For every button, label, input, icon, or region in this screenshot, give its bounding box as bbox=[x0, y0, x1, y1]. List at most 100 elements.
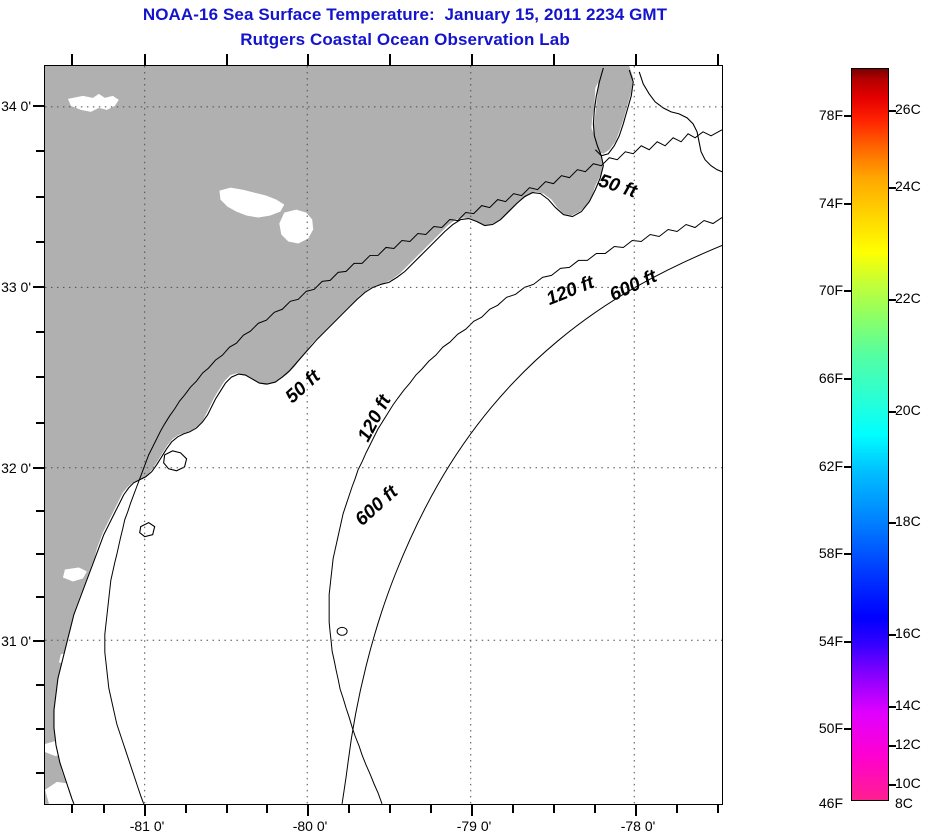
coastline-outer-banks bbox=[638, 71, 722, 173]
sst-map-panel[interactable]: 50 ft 120 ft 600 ft 50 ft 120 ft 600 ft bbox=[44, 65, 723, 805]
cb-tick-f-74 bbox=[844, 203, 851, 205]
xtick-minor-b10 bbox=[553, 805, 555, 813]
cloud-patch-lake-moultrie bbox=[279, 209, 314, 244]
cloud-patch-lake-marion bbox=[219, 187, 285, 218]
small-feature bbox=[336, 626, 348, 636]
ytick-minor-2 bbox=[36, 196, 44, 198]
cb-tick-c-10 bbox=[889, 784, 896, 786]
cloud-patch-layer bbox=[45, 93, 314, 804]
ytick-major-33 bbox=[33, 286, 44, 288]
cb-tick-f-50 bbox=[844, 728, 851, 730]
cb-tick-c-20 bbox=[889, 411, 896, 413]
xtick-major-80 bbox=[307, 805, 309, 816]
ytick-minor-11 bbox=[36, 728, 44, 730]
xtick-major-78 bbox=[635, 805, 637, 816]
contour-600ft-path bbox=[341, 245, 722, 804]
ylabel-34: 34 0' bbox=[1, 98, 31, 114]
contour-600ft bbox=[341, 245, 722, 804]
xtick-top-7 bbox=[553, 54, 555, 65]
xtick-top-3 bbox=[226, 54, 228, 65]
cb-tick-c-18 bbox=[889, 522, 896, 524]
cb-label-54F: 54F bbox=[818, 633, 843, 649]
coastline-layer bbox=[53, 67, 722, 804]
xtick-top-1 bbox=[71, 54, 73, 65]
coastline-main bbox=[53, 67, 604, 804]
coastline-inlet-2 bbox=[139, 522, 156, 538]
cb-tick-f-70 bbox=[844, 290, 851, 292]
cb-label-10C: 10C bbox=[895, 775, 921, 791]
land-polygon bbox=[45, 66, 604, 804]
xtick-minor-b13 bbox=[717, 805, 719, 813]
cb-tick-c-26 bbox=[889, 110, 896, 112]
ytick-minor-4 bbox=[36, 331, 44, 333]
cb-label-14C: 14C bbox=[895, 697, 921, 713]
xtick-top-4 bbox=[307, 54, 309, 65]
cloud-patch-coast-3 bbox=[60, 721, 95, 738]
map-canvas: 50 ft 120 ft 600 ft 50 ft 120 ft 600 ft bbox=[45, 66, 722, 804]
xtick-minor-b11 bbox=[594, 805, 596, 813]
cb-tick-f-78 bbox=[844, 115, 851, 117]
cloud-patch-coast-5 bbox=[45, 781, 85, 804]
cb-label-20C: 20C bbox=[895, 402, 921, 418]
cb-label-46F: 46F bbox=[818, 795, 843, 811]
xtick-major-81 bbox=[144, 805, 146, 816]
cb-label-78F: 78F bbox=[818, 107, 843, 123]
xtick-minor-b1 bbox=[71, 805, 73, 813]
title-line-1: NOAA-16 Sea Surface Temperature: January… bbox=[142, 5, 668, 24]
cb-label-12C: 12C bbox=[895, 736, 921, 752]
xtick-top-9 bbox=[717, 54, 719, 65]
cloud-patch-coast-4 bbox=[45, 740, 73, 756]
cb-tick-c-14 bbox=[889, 706, 896, 708]
cb-tick-f-62 bbox=[844, 466, 851, 468]
ytick-minor-6 bbox=[36, 422, 44, 424]
cloud-patch-coast-1 bbox=[62, 567, 87, 582]
cb-tick-c-22 bbox=[889, 299, 896, 301]
xtick-minor-b4 bbox=[226, 805, 228, 813]
xtick-major-79 bbox=[471, 805, 473, 816]
ytick-minor-7 bbox=[36, 510, 44, 512]
xtick-minor-b12 bbox=[676, 805, 678, 813]
cb-label-16C: 16C bbox=[895, 625, 921, 641]
cb-label-74F: 74F bbox=[818, 195, 843, 211]
ytick-major-31 bbox=[33, 640, 44, 642]
cb-tick-c-24 bbox=[889, 187, 896, 189]
cb-tick-c-12 bbox=[889, 745, 896, 747]
xtick-top-6 bbox=[471, 54, 473, 65]
ytick-minor-1 bbox=[36, 150, 44, 152]
xtick-top-8 bbox=[635, 54, 637, 65]
xtick-minor-b2 bbox=[103, 805, 105, 813]
coastline-cape-fear bbox=[594, 69, 634, 157]
cb-tick-c-16 bbox=[889, 634, 896, 636]
ytick-major-34 bbox=[33, 105, 44, 107]
cb-tick-f-66 bbox=[844, 378, 851, 380]
cb-label-62F: 62F bbox=[818, 458, 843, 474]
ytick-minor-3 bbox=[36, 241, 44, 243]
cb-label-70F: 70F bbox=[818, 282, 843, 298]
cb-label-66F: 66F bbox=[818, 370, 843, 386]
ytick-minor-10 bbox=[36, 684, 44, 686]
ylabel-31: 31 0' bbox=[1, 633, 31, 649]
xtick-minor-b5 bbox=[266, 805, 268, 813]
colorbar-gradient bbox=[851, 68, 889, 801]
ytick-minor-5 bbox=[36, 376, 44, 378]
xtick-minor-b6 bbox=[348, 805, 350, 813]
cb-label-22C: 22C bbox=[895, 290, 921, 306]
xtick-top-2 bbox=[144, 54, 146, 65]
cb-label-24C: 24C bbox=[895, 178, 921, 194]
temperature-colorbar[interactable]: 78F 74F 70F 66F 62F 58F 54F 50F 46F 26C … bbox=[819, 68, 921, 811]
chart-title: NOAA-16 Sea Surface Temperature: January… bbox=[0, 2, 810, 52]
ylabel-32: 32 0' bbox=[1, 460, 31, 476]
cb-label-50F: 50F bbox=[818, 720, 843, 736]
xtick-minor-b3 bbox=[185, 805, 187, 813]
ytick-major-32 bbox=[33, 467, 44, 469]
cb-tick-f-54 bbox=[844, 641, 851, 643]
xtick-minor-b7 bbox=[389, 805, 391, 813]
ylabel-33: 33 0' bbox=[1, 279, 31, 295]
cb-label-8C: 8C bbox=[895, 795, 913, 811]
ytick-minor-8 bbox=[36, 553, 44, 555]
cb-tick-f-58 bbox=[844, 553, 851, 555]
land-layer bbox=[45, 66, 634, 804]
contour-50ft bbox=[104, 129, 722, 804]
coastline-inlet-1 bbox=[163, 450, 188, 472]
